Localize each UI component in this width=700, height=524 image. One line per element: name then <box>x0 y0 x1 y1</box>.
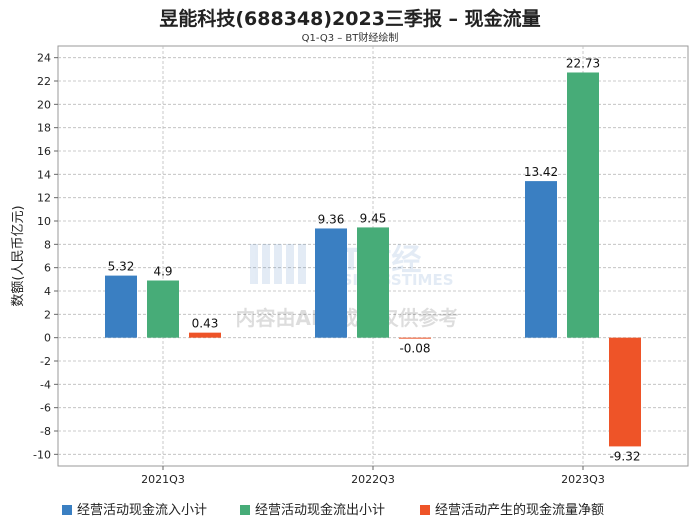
legend-swatch <box>420 505 430 515</box>
legend-label: 经营活动现金流入小计 <box>77 502 207 518</box>
chart-title: 昱能科技(688348)2023三季报 – 现金流量 <box>159 8 541 30</box>
y-tick-label: -4 <box>40 378 51 391</box>
y-tick-label: 14 <box>37 168 51 181</box>
x-tick-label: 2022Q3 <box>351 473 395 486</box>
x-tick-label: 2023Q3 <box>561 473 605 486</box>
chart-subtitle: Q1-Q3 – BT财经绘制 <box>301 33 399 44</box>
legend-swatch <box>62 505 72 515</box>
y-axis-title: 数额(人民币亿元) <box>11 205 26 306</box>
bar[interactable] <box>399 337 431 339</box>
bar[interactable] <box>147 280 179 338</box>
y-tick-label: -10 <box>33 448 51 461</box>
y-tick-label: -8 <box>40 425 51 438</box>
y-tick-label: 2 <box>44 308 51 321</box>
data-label: 9.45 <box>360 211 387 225</box>
data-label: 0.43 <box>192 317 219 331</box>
bar[interactable] <box>105 275 137 338</box>
data-label: -9.32 <box>609 449 640 463</box>
data-label: 5.32 <box>108 260 135 274</box>
legend-label: 经营活动现金流出小计 <box>255 502 385 518</box>
y-tick-label: 16 <box>37 145 51 158</box>
data-label: 13.42 <box>524 165 558 179</box>
y-tick-label: 22 <box>37 75 51 88</box>
data-label: -0.08 <box>399 342 430 356</box>
y-tick-label: 20 <box>37 98 51 111</box>
data-label: 9.36 <box>318 212 345 226</box>
bar[interactable] <box>315 228 347 338</box>
bar[interactable] <box>189 332 221 338</box>
y-tick-label: 24 <box>37 52 51 65</box>
data-label: 22.73 <box>566 56 600 70</box>
bar[interactable] <box>525 181 557 338</box>
y-tick-label: 0 <box>44 332 51 345</box>
legend-item: 经营活动现金流出小计 <box>240 502 385 518</box>
legend-item: 经营活动现金流入小计 <box>62 502 207 518</box>
legend-label: 经营活动产生的现金流量净额 <box>435 502 604 518</box>
data-label: 4.9 <box>153 265 172 279</box>
legend-item: 经营活动产生的现金流量净额 <box>420 502 604 518</box>
y-tick-label: 4 <box>44 285 51 298</box>
y-tick-label: -2 <box>40 355 51 368</box>
x-tick-label: 2021Q3 <box>141 473 185 486</box>
y-tick-label: 6 <box>44 262 51 275</box>
y-tick-label: -6 <box>40 402 51 415</box>
y-tick-label: 18 <box>37 122 51 135</box>
bar[interactable] <box>357 227 389 338</box>
y-tick-label: 10 <box>37 215 51 228</box>
bar[interactable] <box>567 72 599 338</box>
watermark-logo-icon <box>250 244 306 284</box>
bar[interactable] <box>609 337 641 447</box>
y-tick-label: 12 <box>37 192 51 205</box>
legend-swatch <box>240 505 250 515</box>
y-tick-label: 8 <box>44 238 51 251</box>
